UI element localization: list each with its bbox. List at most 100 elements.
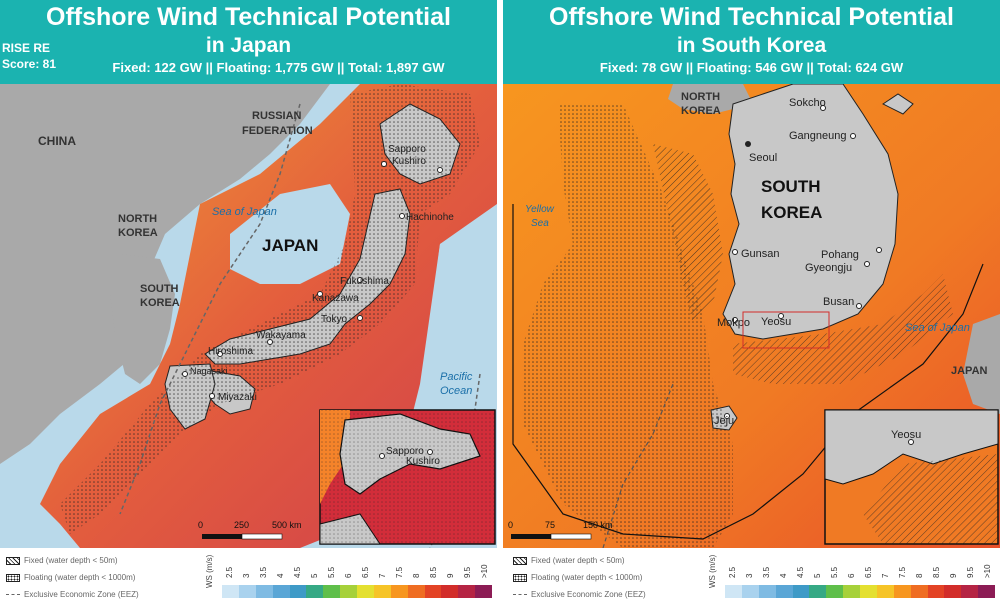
wind-speed-colorbar <box>725 585 995 598</box>
label-south-korea-1: SOUTH <box>761 177 821 196</box>
colorbar-swatch <box>725 585 742 598</box>
legend-eez: Exclusive Economic Zone (EEZ) <box>513 590 646 599</box>
japan-legend: Fixed (water depth < 50m) Floating (wate… <box>0 548 497 608</box>
legend-fixed: Fixed (water depth < 50m) <box>513 556 625 565</box>
colorbar-ticks: 2.5 3 3.5 4 4.5 5 5.5 6 6.5 7 7.5 8 8.5 … <box>725 548 995 578</box>
colorbar-swatch <box>876 585 894 598</box>
label-pacific-1: Pacific <box>440 371 473 383</box>
tick-label: 3.5 <box>259 566 268 578</box>
tick-label: 5.5 <box>327 566 336 578</box>
colorbar-swatch <box>357 585 374 598</box>
city-tokyo: Tokyo <box>321 314 348 325</box>
label-japan: JAPAN <box>262 236 318 255</box>
colorbar-swatch <box>961 585 979 598</box>
korea-panel: Offshore Wind Technical Potential in Sou… <box>503 0 1000 608</box>
label-yellow-sea-2: Sea <box>531 218 549 229</box>
colorbar-swatch <box>323 585 341 598</box>
scale-150: 150 km <box>583 520 613 530</box>
label-japan-kr: JAPAN <box>951 365 988 377</box>
label-china: CHINA <box>38 134 76 148</box>
colorbar-swatch <box>893 585 911 598</box>
colorbar-swatch <box>238 585 256 598</box>
label-russia-1: RUSSIAN <box>252 110 302 122</box>
tick-label: >10 <box>983 564 992 578</box>
colorbar-swatch <box>843 585 860 598</box>
tick-label: 3 <box>745 573 754 578</box>
legend-eez-label: Exclusive Economic Zone (EEZ) <box>531 590 646 599</box>
rise-label: RISE RE <box>2 41 51 55</box>
ws-label: WS (m/s) <box>708 554 717 588</box>
colorbar-swatch <box>373 585 391 598</box>
colorbar-swatch <box>340 585 357 598</box>
tick-label: 7 <box>378 573 387 578</box>
tick-label: 8 <box>412 573 421 578</box>
tick-label: 5 <box>813 573 822 578</box>
colorbar-swatch <box>306 585 324 598</box>
colorbar-swatch <box>809 585 827 598</box>
korea-title-line1: Offshore Wind Technical Potential <box>549 3 954 31</box>
korea-scale-bar: 0 75 150 km <box>508 520 613 540</box>
city-miyazaki: Miyazaki <box>218 392 257 403</box>
tick-label: 4 <box>779 573 788 578</box>
korea-title-line2: in South Korea <box>676 34 827 57</box>
hatch-swatch-icon <box>513 556 527 565</box>
tick-label: 7.5 <box>395 566 404 578</box>
legend-eez-label: Exclusive Economic Zone (EEZ) <box>24 590 139 599</box>
scale-75: 75 <box>545 520 555 530</box>
legend-floating-label: Floating (water depth < 1000m) <box>24 573 136 582</box>
colorbar-swatch <box>741 585 759 598</box>
city-seoul: Seoul <box>749 152 777 164</box>
scale-0: 0 <box>198 520 203 530</box>
legend-floating-label: Floating (water depth < 1000m) <box>531 573 643 582</box>
korea-inset: Yeosu <box>824 409 999 545</box>
legend-fixed-label: Fixed (water depth < 50m) <box>531 556 625 565</box>
japan-title-line2: in Japan <box>205 34 292 57</box>
legend-fixed-label: Fixed (water depth < 50m) <box>24 556 118 565</box>
dots-swatch-icon <box>6 573 20 582</box>
label-south-korea-2: KOREA <box>761 203 822 222</box>
scale-0: 0 <box>508 520 513 530</box>
dashed-line-icon <box>6 594 20 595</box>
colorbar-swatch <box>775 585 793 598</box>
tick-label: 7 <box>881 573 890 578</box>
tick-label: 9.5 <box>463 566 472 578</box>
scale-500: 500 km <box>272 520 302 530</box>
label-pacific-2: Ocean <box>440 385 472 397</box>
japan-map: CHINA RUSSIAN FEDERATION NORTH KOREA SOU… <box>0 84 497 548</box>
tick-label: 5.5 <box>830 566 839 578</box>
colorbar-swatch <box>390 585 408 598</box>
japan-inset: Sapporo Kushiro <box>319 409 496 545</box>
city-gangneung: Gangneung <box>789 130 847 142</box>
scale-250: 250 <box>234 520 249 530</box>
colorbar-swatch <box>458 585 476 598</box>
colorbar-swatch <box>222 585 239 598</box>
japan-scale-bar: 0 250 500 km <box>198 520 302 540</box>
city-sapporo: Sapporo <box>388 144 426 155</box>
tick-label: 6 <box>847 573 856 578</box>
colorbar-swatch <box>424 585 442 598</box>
city-busan: Busan <box>823 296 854 308</box>
city-kushiro: Kushiro <box>392 156 426 167</box>
city-wakayama: Wakayama <box>256 330 306 341</box>
colorbar-swatch <box>272 585 290 598</box>
city-gyeongju: Gyeongju <box>805 262 852 274</box>
legend-floating: Floating (water depth < 1000m) <box>513 573 642 582</box>
colorbar-swatch <box>944 585 962 598</box>
tick-label: 4.5 <box>796 566 805 578</box>
city-kanazawa: Kanazawa <box>312 293 359 304</box>
tick-label: 3.5 <box>762 566 771 578</box>
city-sokcho: Sokcho <box>789 97 826 109</box>
label-skorea-2: KOREA <box>140 297 180 309</box>
colorbar-ticks: 2.5 3 3.5 4 4.5 5 5.5 6 6.5 7 7.5 8 8.5 … <box>222 548 492 578</box>
label-yellow-sea-1: Yellow <box>525 204 555 215</box>
tick-label: 4.5 <box>293 566 302 578</box>
city-hachinohe: Hachinohe <box>406 212 454 223</box>
korea-legend: Fixed (water depth < 50m) Floating (wate… <box>503 548 1000 608</box>
panel-divider <box>497 0 503 608</box>
inset-city-sapporo: Sapporo <box>386 446 424 457</box>
label-sea-of-japan: Sea of Japan <box>212 206 277 218</box>
city-mokpo: Mokpo <box>717 317 750 329</box>
korea-map-svg: NORTH KOREA SOUTH KOREA Yellow Sea Sea o… <box>503 84 1000 548</box>
tick-label: 5 <box>310 573 319 578</box>
city-pohang: Pohang <box>821 249 859 261</box>
